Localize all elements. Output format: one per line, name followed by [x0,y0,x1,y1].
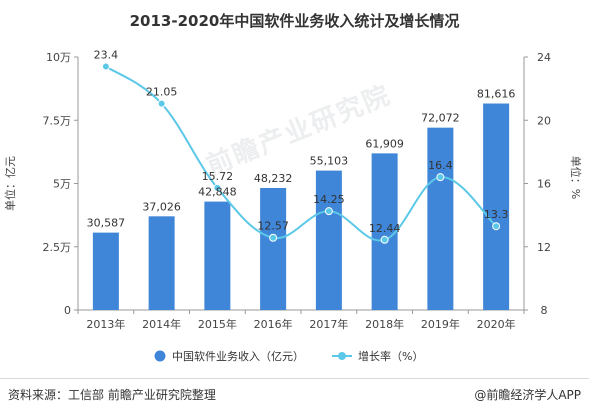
y-tick-label: 0 [64,304,71,317]
bar-value-label: 42,848 [198,186,237,199]
growth-point [492,222,501,231]
x-tick-label: 2013年 [86,317,125,331]
y2-axis-title: 单位：% [569,156,583,199]
x-tick-label: 2017年 [309,317,348,331]
y2-tick-label: 8 [541,304,548,317]
bar-value-label: 55,103 [310,155,349,168]
copyright-note: @前瞻经济学人APP [474,388,581,402]
legend: 中国软件业务收入（亿元） 增长率（%） [154,349,423,363]
legend-line-marker [338,352,346,360]
y-tick-label: 10万 [46,51,71,64]
y-tick-label: 5万 [53,178,71,191]
bar-value-label: 81,616 [477,88,516,101]
y2-tick-label: 20 [537,114,551,127]
growth-value-label: 23.4 [94,48,119,61]
growth-value-label: 12.44 [369,222,401,235]
x-tick-label: 2015年 [198,317,237,331]
bar [427,127,454,310]
source-note: 资料来源：工信部 前瞻产业研究院整理 [8,388,216,402]
bar-value-label: 37,026 [142,200,181,213]
y2-tick-label: 16 [537,178,551,191]
growth-point [380,235,389,244]
bar [483,103,510,310]
bar [371,153,398,310]
bar [148,216,175,310]
growth-value-label: 13.3 [484,208,509,221]
x-tick-label: 2014年 [142,317,181,331]
growth-value-label: 12.57 [257,220,289,233]
bar [315,170,342,310]
footer-divider [0,378,589,379]
bar-value-label: 72,072 [421,112,460,125]
bar [260,187,287,310]
growth-point [324,207,333,216]
bar-value-label: 30,587 [87,217,126,230]
legend-line-label: 增长率（%） [358,349,423,363]
legend-bar-marker [154,350,166,362]
growth-point [436,173,445,182]
y2-tick-label: 24 [537,51,551,64]
x-tick-label: 2019年 [421,317,460,331]
axes-layer: 0 2.5万 5万 7.5万 10万 8 12 16 20 24 2013年 2014年 2015年 20… [3,51,583,331]
x-tick-label: 2016年 [254,317,293,331]
growth-value-label: 14.25 [313,193,345,206]
y-tick-label: 2.5万 [43,241,72,254]
growth-value-label: 15.72 [202,170,234,183]
growth-value-label: 16.4 [428,159,453,172]
line-layer [101,62,501,244]
x-tick-label: 2020年 [477,317,516,331]
growth-point [213,183,222,192]
bars-layer [92,103,510,310]
growth-value-label: 21.05 [146,86,178,99]
growth-point [269,233,278,242]
bar [204,201,231,310]
bar [92,232,119,310]
bar-value-label: 48,232 [254,172,293,185]
x-tick-label: 2018年 [365,317,404,331]
growth-point [157,99,166,108]
y-tick-label: 7.5万 [43,114,72,127]
y-axis-title: 单位：亿元 [3,156,17,211]
labels-layer: 30,587 37,026 42,848 48,232 55,103 61,909 72,0… [87,48,516,234]
growth-point [101,62,110,71]
bar-value-label: 61,909 [365,137,404,150]
chart-title: 2013-2020年中国软件业务收入统计及增长情况 [129,12,460,30]
legend-bar-label: 中国软件业务收入（亿元） [172,349,304,363]
y2-tick-label: 12 [537,241,551,254]
